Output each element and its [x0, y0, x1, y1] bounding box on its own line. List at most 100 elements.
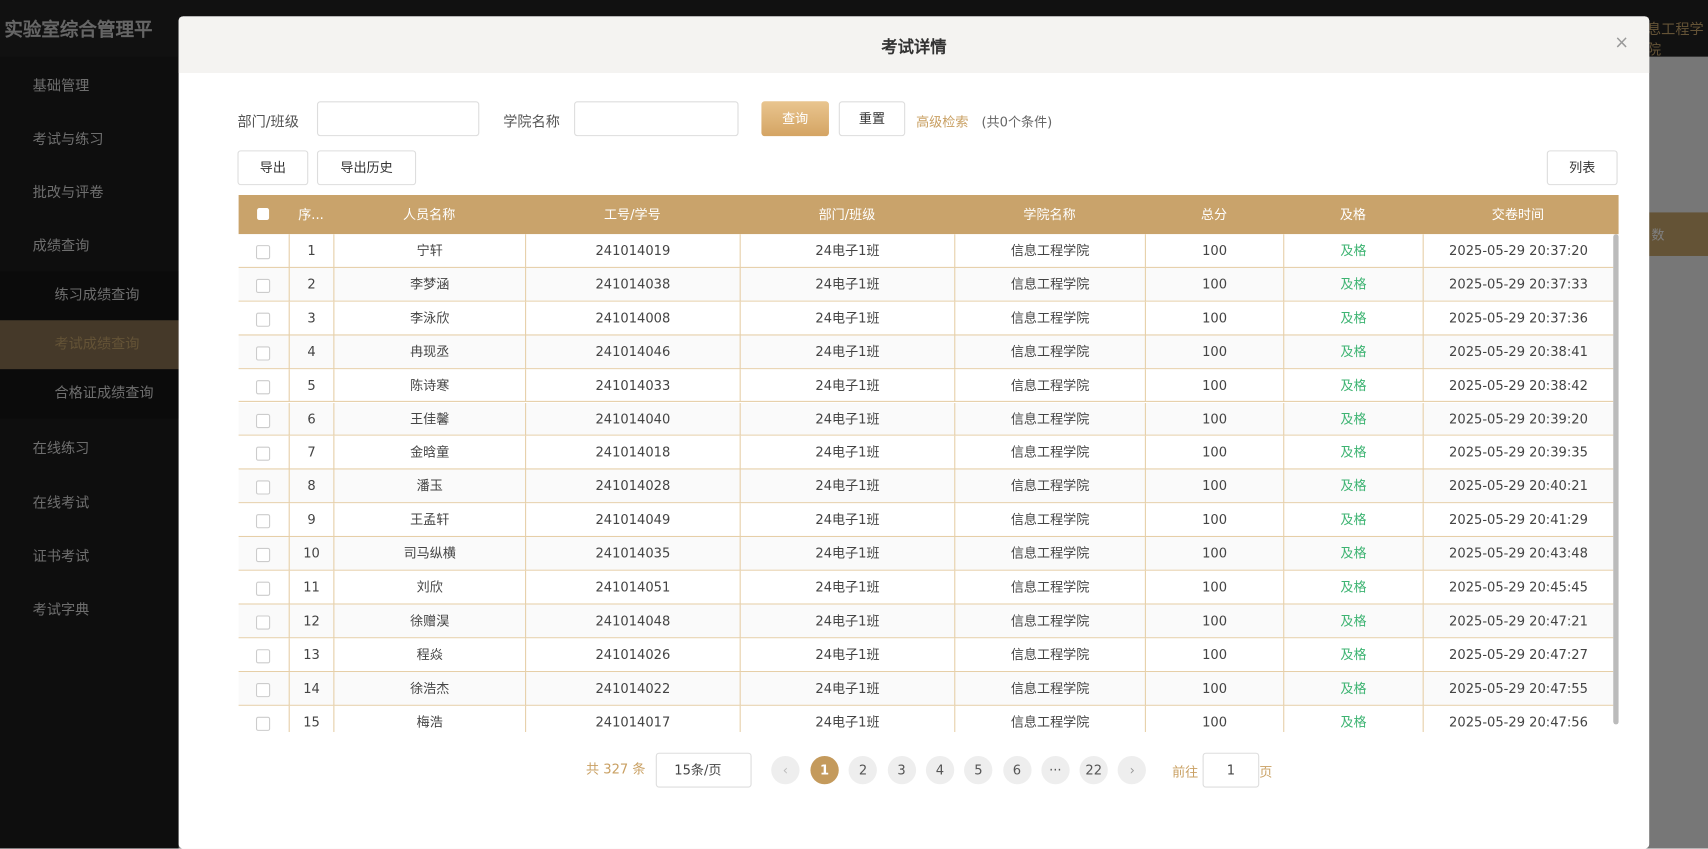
row-checkbox[interactable]	[255, 716, 271, 731]
row-checkbox[interactable]	[255, 245, 271, 260]
table-cell: 24电子1班	[739, 537, 955, 571]
table-cell: 3	[288, 301, 334, 336]
advanced-search[interactable]: 高级检索	[916, 114, 969, 130]
column-header[interactable]: 部门/班级	[818, 206, 876, 223]
table-cell: 及格	[1283, 469, 1422, 504]
list-button[interactable]: 列表	[1546, 150, 1618, 186]
page-button[interactable]: 6	[1002, 755, 1032, 785]
table-cell: 10	[288, 537, 334, 571]
table-cell: 信息工程学院	[954, 638, 1145, 672]
table-cell: 2025-05-29 20:37:36	[1422, 301, 1614, 336]
table-cell: 24电子1班	[739, 469, 955, 504]
table-cell: 信息工程学院	[954, 402, 1145, 437]
table-row	[238, 671, 1614, 706]
filter-input[interactable]	[316, 101, 480, 137]
table-cell: 信息工程学院	[954, 335, 1145, 369]
export-history-button[interactable]: 导出历史	[316, 150, 417, 186]
table-cell: 及格	[1283, 671, 1422, 706]
table-cell: 信息工程学院	[954, 537, 1145, 571]
table-cell: 信息工程学院	[954, 267, 1145, 302]
table-cell: 2	[288, 267, 334, 302]
table-cell: 100	[1144, 301, 1283, 336]
table-cell: 及格	[1283, 705, 1422, 733]
table-cell: 及格	[1283, 402, 1422, 437]
table-cell: 241014051	[525, 570, 740, 605]
row-checkbox[interactable]	[255, 480, 271, 495]
table-cell: 13	[288, 638, 334, 672]
page-button[interactable]: ···	[1041, 755, 1070, 785]
table-header	[238, 194, 1619, 235]
table-cell: 冉现丞	[333, 335, 525, 369]
condition-count: (共0个条件)	[981, 114, 1053, 130]
close-button[interactable]: ×	[1614, 31, 1629, 53]
prev-button[interactable]: ‹	[771, 755, 800, 785]
table-cell: 及格	[1283, 604, 1422, 639]
page-button[interactable]: 3	[887, 755, 916, 785]
goto-input[interactable]: 1	[1202, 752, 1260, 788]
table-cell: 100	[1144, 402, 1283, 437]
row-checkbox[interactable]	[255, 514, 271, 529]
row-checkbox[interactable]	[255, 379, 271, 394]
table-cell: 梅浩	[333, 705, 525, 733]
table-cell: 9	[288, 503, 334, 538]
column-header[interactable]: 交卷时间	[1491, 206, 1545, 223]
table-row	[238, 469, 1614, 504]
filter-label: 学院名称	[503, 114, 560, 131]
table-cell: 100	[1144, 234, 1283, 268]
table-row	[238, 570, 1614, 605]
row-checkbox[interactable]	[255, 649, 271, 664]
column-header[interactable]: 人员名称	[403, 206, 456, 223]
query-button[interactable]: 查询	[761, 101, 829, 137]
row-checkbox[interactable]	[255, 312, 271, 327]
table-cell: 14	[288, 671, 334, 706]
column-header[interactable]: 总分	[1200, 206, 1228, 223]
table-cell: 2025-05-29 20:43:48	[1422, 537, 1614, 571]
table-row	[238, 402, 1614, 437]
table-cell: 2025-05-29 20:38:41	[1422, 335, 1614, 369]
table-cell: 24电子1班	[739, 301, 955, 336]
page-button[interactable]: 22	[1079, 755, 1108, 785]
table-cell: 2025-05-29 20:47:21	[1422, 604, 1614, 639]
page-button[interactable]: 2	[848, 755, 878, 785]
row-checkbox[interactable]	[255, 447, 271, 462]
row-checkbox[interactable]	[255, 278, 271, 293]
row-checkbox[interactable]	[255, 682, 271, 697]
table-cell: 24电子1班	[739, 671, 955, 706]
filter-input[interactable]	[574, 101, 739, 137]
table-row	[238, 234, 1614, 268]
header-checkbox[interactable]	[257, 208, 270, 221]
row-checkbox[interactable]	[255, 413, 271, 428]
page-button[interactable]: 4	[925, 755, 955, 785]
export-button[interactable]: 导出	[237, 150, 309, 186]
table-cell: 信息工程学院	[954, 671, 1145, 706]
table-cell: 程焱	[333, 638, 525, 672]
pagination: 共 327 条 15条/页 ‹ 1 2 3 4 5 6 ··· 22 › 前往 1 页	[179, 752, 1650, 790]
table-cell: 241014019	[525, 234, 740, 268]
reset-button[interactable]: 重置	[838, 101, 906, 137]
page-button[interactable]: 1	[810, 755, 839, 785]
column-header[interactable]: 及格	[1339, 206, 1366, 223]
column-header[interactable]: 工号/学号	[603, 206, 661, 223]
next-button[interactable]: ›	[1118, 755, 1147, 785]
table-cell: 241014017	[525, 705, 740, 733]
page-button[interactable]: 5	[964, 755, 993, 785]
row-checkbox[interactable]	[255, 581, 271, 596]
table-row	[238, 537, 1614, 571]
row-checkbox[interactable]	[255, 615, 271, 630]
table-cell: 李泳欣	[333, 301, 525, 336]
table-cell: 及格	[1283, 368, 1422, 403]
row-checkbox[interactable]	[255, 346, 271, 361]
table-cell: 2025-05-29 20:47:55	[1422, 671, 1614, 706]
row-checkbox[interactable]	[255, 548, 271, 563]
table-cell: 潘玉	[333, 469, 525, 504]
column-header[interactable]: 学院名称	[1023, 206, 1076, 223]
table-cell: 刘欣	[333, 570, 525, 605]
table-cell: 241014018	[525, 436, 740, 470]
table-cell: 241014033	[525, 368, 740, 403]
table-cell: 4	[288, 335, 334, 369]
table: 序... 人员名称 工号/学号 部门/班级 学院名称 总分 及格 交卷时间 1 宁轩 2410140…	[238, 194, 1619, 733]
table-cell: 及格	[1283, 234, 1422, 268]
table-cell: 241014035	[525, 537, 740, 571]
page-size-select[interactable]: 15条/页	[655, 752, 752, 788]
scrollbar[interactable]	[1613, 234, 1619, 725]
